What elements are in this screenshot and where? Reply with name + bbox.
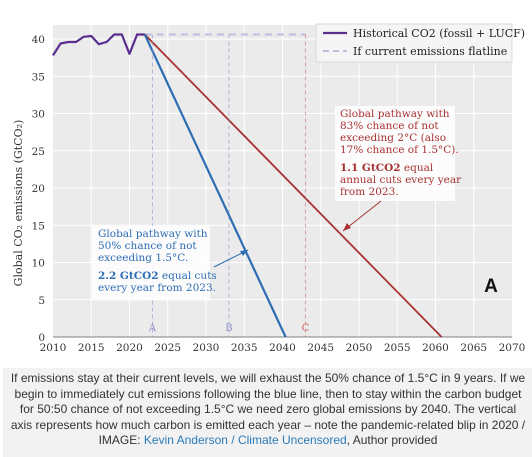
caption-suffix: , Author provided [346,433,438,447]
point-label-a: A [148,323,157,334]
legend-box [315,23,513,63]
red-annotation-line: 17% chance of 1.5°C). [340,144,459,156]
data-series [52,33,443,338]
blue-annotation-line: Global pathway with [98,228,208,240]
red-annotation-bold: 1.1 GtCO2 [340,162,401,174]
y-axis-label: Global CO₂ emissions (GtCO₂) [12,120,25,287]
red-annotation-line: exceeding 2°C (also [340,132,446,144]
x-tick-label: 2055 [384,342,411,354]
y-tick-label: 0 [38,332,45,344]
red-annotation-line: equal [401,162,434,174]
point-label-c: C [302,323,310,334]
y-tick-label: 35 [32,71,45,83]
red-annotation: Global pathway with 83% chance of not ex… [340,108,465,198]
y-tick-label: 5 [38,295,45,307]
historical-series [52,33,145,56]
blue-pathway-line [143,34,287,338]
blue-annotation-line: 50% chance of not [98,240,197,252]
x-tick-label: 2050 [346,342,373,354]
red-pathway-line [144,33,443,338]
blue-annotation-box [92,226,210,300]
x-tick-label: 2035 [231,342,258,354]
legend-label-historical: Historical CO2 (fossil + LUCF) [353,27,525,40]
blue-annotation-line: every year from 2023. [98,282,216,294]
blue-annotation-line: exceeding 1.5°C. [98,252,188,264]
red-annotation-line: Global pathway with [340,108,450,120]
red-annotation-line: annual cuts every year [340,174,462,186]
blue-annotation-bold: 2.2 GtCO2 [98,270,159,282]
x-tick-label: 2020 [116,342,143,354]
y-tick-label: 15 [32,220,45,232]
caption-credit-link[interactable]: Kevin Anderson / Climate Uncensored [143,433,347,447]
figure-caption: If emissions stay at their current level… [3,368,532,457]
y-tick-label: 25 [32,146,45,158]
red-arrowhead [343,223,351,231]
x-tick-label: 2015 [78,342,105,354]
x-tick-label: 2030 [193,342,220,354]
y-tick-label: 10 [32,258,45,270]
legend-label-flatline: If current emissions flatline [353,45,507,58]
x-tick-label: 2060 [422,342,449,354]
x-tick-label: 2045 [307,342,334,354]
caption-text: If emissions stay at their current level… [10,371,526,447]
y-tick-label: 30 [32,109,45,121]
blue-annotation: Global pathway with 50% chance of not ex… [98,228,220,294]
x-tick-label: 2065 [460,342,487,354]
y-tick-label: 20 [32,183,45,195]
chart-figure: 0 5 10 15 20 25 30 35 40 2010 2015 2020 2025 2030 2035… [3,3,529,368]
x-tick-label: 2025 [154,342,181,354]
blue-annotation-line: equal cuts [159,270,217,282]
red-annotation-line: 83% chance of not [340,120,439,132]
point-label-b: B [225,323,232,334]
panel-letter: A [484,276,498,297]
x-tick-label: 2040 [269,342,296,354]
red-annotation-box [335,106,455,201]
legend: Historical CO2 (fossil + LUCF) If curren… [315,23,525,63]
red-annotation-line: from 2023. [340,186,399,198]
blue-arrowhead [240,250,248,256]
x-tick-label: 2070 [499,342,526,354]
x-tick-label: 2010 [40,342,67,354]
y-tick-label: 40 [32,34,45,46]
